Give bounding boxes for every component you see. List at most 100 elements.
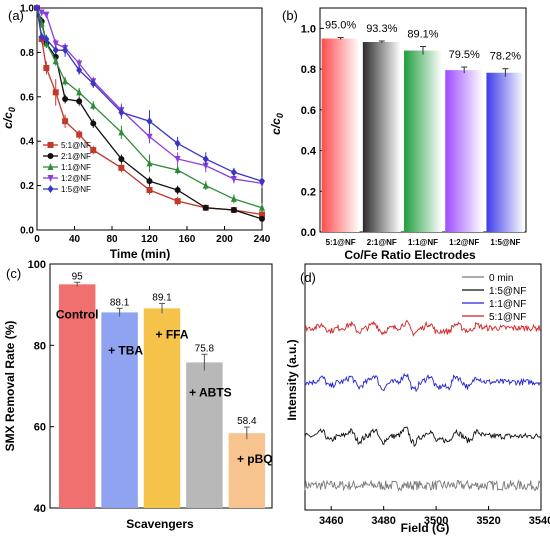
- panel-d: (d) Field (G) Intensity (a.u.) 3460 3480 3…: [285, 263, 550, 535]
- panel-a-data-point: [76, 88, 83, 96]
- panel-a-data-point: [76, 66, 83, 75]
- panel-d-x-tick-label: 3460: [319, 515, 343, 527]
- panel-a-data-point: [118, 164, 125, 171]
- panel-b-x-tick-label: 2:1@NF: [367, 238, 397, 247]
- panel-b-bar: [404, 50, 442, 233]
- panel-d-legend: 0 min 1:5@NF 1:1@NF 5:1@NF: [462, 273, 526, 323]
- panel-a-data-point: [62, 96, 69, 103]
- panel-a-data-point: [118, 155, 125, 162]
- panel-d-x-tick-label: 3480: [371, 515, 395, 527]
- panel-d-x-tick-label: 3520: [476, 515, 500, 527]
- panel-a-data-point: [62, 118, 69, 125]
- panel-a-y-tick-label: 0.8: [20, 48, 34, 59]
- panel-a-data-point: [118, 128, 125, 136]
- panel-a-data-point: [52, 46, 59, 55]
- panel-a-y-tick-label: 1.0: [20, 4, 34, 15]
- panel-a-data-point: [43, 11, 50, 19]
- panel-c-y-axis-label: SMX Removal Rate (%): [3, 321, 17, 452]
- panel-a: (a) Time (min) c/c0 0 40 80 120 160 200 240 0.0…: [1, 4, 271, 262]
- panel-a-data-point: [43, 64, 50, 71]
- panel-b-y-tick-label: 0.0: [301, 227, 316, 239]
- panel-c-bar: [228, 433, 266, 508]
- panel-c-bar: [186, 362, 223, 508]
- panel-c-bar: [143, 308, 181, 508]
- panel-d-label: (d): [300, 270, 316, 285]
- panel-c-category-label: Control: [56, 307, 99, 321]
- panel-a-data-point: [62, 77, 69, 85]
- panel-a-data-point: [202, 162, 209, 170]
- panel-a-data-point: [118, 108, 125, 117]
- panel-a-x-tick-label: 200: [216, 234, 233, 245]
- panel-a-data-point: [90, 147, 97, 154]
- panel-c-data-label: 58.4: [237, 416, 257, 427]
- panel-c-category-label: + pBQ: [237, 452, 273, 466]
- panel-a-data-point: [146, 133, 153, 141]
- panel-a-data-point: [174, 155, 181, 163]
- panel-d-x-tick-label: 3500: [424, 515, 448, 527]
- panel-b-x-tick-label: 1:5@NF: [490, 238, 520, 247]
- panel-d-series-line: [304, 319, 542, 337]
- panel-d-y-axis-label: Intensity (a.u.): [285, 339, 299, 420]
- panel-c-category-label: + FFA: [155, 327, 188, 341]
- panel-c-data-label: 88.1: [110, 297, 130, 308]
- panel-a-data-point: [47, 153, 54, 159]
- panel-b-data-label: 93.3%: [366, 23, 397, 35]
- panel-a-data-point: [47, 142, 54, 148]
- panel-b-data-label: 79.5%: [449, 49, 480, 61]
- panel-a-x-tick-label: 0: [34, 234, 40, 245]
- panel-d-x-axis-label: Field (G): [401, 521, 450, 535]
- panel-a-data-point: [230, 175, 237, 183]
- panel-a-data-point: [230, 207, 237, 214]
- panel-c: (c) Scavengers SMX Removal Rate (%) 40 60…: [3, 259, 273, 531]
- panel-b-plot: 0.0 0.2 0.4 0.6 0.8 1.0 95.0% 5:1@NF 93.3% 2:1@NF…: [301, 7, 527, 247]
- panel-c-x-axis-label: Scavengers: [126, 517, 194, 531]
- panel-a-data-point: [76, 131, 83, 138]
- panel-d-legend-label: 1:1@NF: [489, 299, 526, 310]
- panel-c-y-tick-label: 80: [34, 340, 46, 352]
- panel-a-data-point: [90, 101, 97, 109]
- panel-a-legend-label: 1:2@NF: [61, 174, 91, 183]
- panel-a-data-point: [146, 117, 153, 126]
- panel-a-x-tick-label: 240: [254, 234, 271, 245]
- panel-a-legend-label: 5:1@NF: [61, 141, 91, 150]
- panel-b-x-tick-label: 1:2@NF: [449, 238, 479, 247]
- panel-d-legend-label: 0 min: [489, 273, 513, 284]
- panel-a-data-point: [47, 175, 54, 182]
- panel-a-y-tick-label: 0.2: [20, 181, 34, 192]
- panel-a-data-point: [52, 57, 59, 65]
- panel-b-bar: [321, 38, 360, 232]
- panel-a-label: (a): [8, 8, 24, 23]
- panel-c-category-label: + TBA: [108, 343, 143, 357]
- panel-b: (b) Co/Fe Ratio Electrodes c/c0 0.00.20.…: [269, 7, 527, 262]
- panel-a-x-tick-label: 160: [179, 234, 196, 245]
- panel-a-x-tick-label: 120: [141, 234, 158, 245]
- panel-c-data-label: 75.8: [195, 343, 215, 354]
- panel-c-y-tick-label: 100: [28, 259, 46, 271]
- panel-a-legend-label: 2:1@NF: [61, 152, 91, 161]
- panel-a-x-tick-label: 80: [106, 234, 118, 245]
- panel-b-x-tick-label: 1:1@NF: [408, 238, 438, 247]
- panel-a-data-point: [259, 177, 265, 186]
- panel-a-data-point: [43, 35, 50, 44]
- panel-c-label: (c): [6, 266, 21, 281]
- panel-a-x-tick-label: 40: [69, 234, 81, 245]
- panel-b-x-axis-label: Co/Fe Ratio Electrodes: [344, 248, 476, 262]
- panel-a-data-point: [62, 46, 69, 55]
- panel-d-legend-label: 1:5@NF: [489, 286, 526, 297]
- panel-a-plot: 0 40 80 120 160 200 240 0.0 0.2 0.4 0.6 0.8 1.0: [20, 4, 271, 246]
- panel-c-plot: 40 60 80 100 95 Control 88.1 + TBA 89.1 + FFA 75.8…: [28, 259, 273, 515]
- panel-a-data-point: [76, 60, 83, 68]
- panel-b-data-label: 89.1%: [407, 28, 438, 40]
- panel-a-data-point: [174, 198, 181, 205]
- panel-a-y-tick-label: 0.4: [20, 137, 34, 148]
- panel-c-category-label: + ABTS: [189, 385, 232, 399]
- panel-a-data-point: [52, 89, 59, 96]
- panel-a-data-point: [146, 159, 153, 167]
- panel-a-data-point: [202, 204, 209, 211]
- panel-b-x-tick-label: 5:1@NF: [326, 238, 356, 247]
- panel-b-data-label: 95.0%: [325, 20, 356, 32]
- panel-a-data-point: [52, 40, 59, 48]
